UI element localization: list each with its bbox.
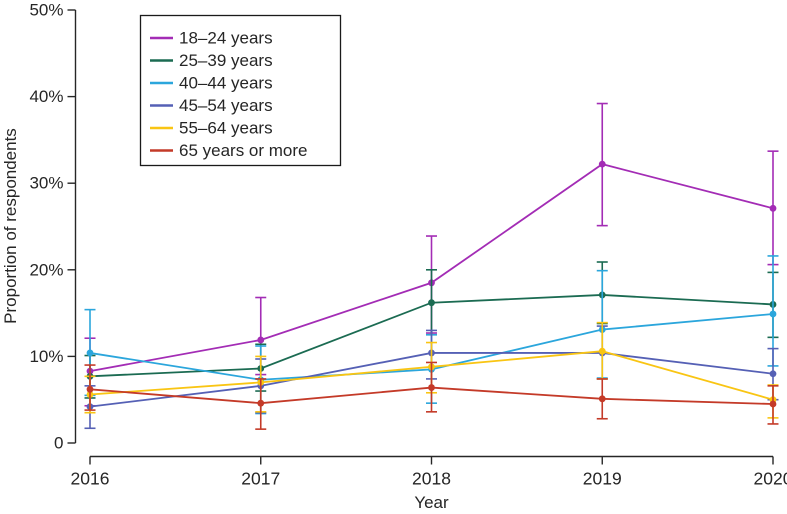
legend-box: [139, 14, 342, 167]
data-point-marker: [598, 395, 606, 403]
legend-label: 55–64 years: [179, 119, 273, 138]
x-tick-label: 2018: [412, 469, 451, 489]
legend-label: 25–39 years: [179, 51, 273, 70]
data-point-marker: [86, 349, 94, 357]
legend-label: 18–24 years: [179, 29, 273, 48]
y-tick-label: 0: [54, 434, 63, 453]
y-tick-label: 50%: [29, 1, 63, 20]
legend-item-18-24-years: 18–24 years: [150, 29, 273, 48]
y-tick-label: 10%: [29, 347, 63, 366]
x-tick-label: 2017: [241, 469, 280, 489]
legend-label: 40–44 years: [179, 74, 273, 93]
data-point-marker: [257, 336, 265, 344]
legend-item-25-39-years: 25–39 years: [150, 51, 273, 70]
legend-label: 45–54 years: [179, 96, 273, 115]
data-point-marker: [598, 347, 606, 355]
x-axis: 2016 2017 2018 2019 2020 Year: [71, 455, 787, 512]
data-point-marker: [769, 310, 777, 318]
legend: 18–24 years 25–39 years 40–44 years 45–54 y…: [139, 14, 342, 167]
data-point-marker: [428, 299, 435, 307]
x-tick-label: 2016: [71, 469, 110, 489]
legend-item-65-years-or-more: 65 years or more: [150, 141, 308, 160]
data-point-marker: [257, 399, 265, 407]
x-axis-title: Year: [414, 493, 449, 512]
data-point-marker: [769, 204, 777, 212]
legend-item-40-44-years: 40–44 years: [150, 74, 273, 93]
legend-item-55-64-years: 55–64 years: [150, 119, 273, 138]
y-tick-label: 30%: [29, 174, 63, 193]
data-point-marker: [598, 160, 606, 168]
data-point-marker: [769, 400, 777, 408]
legend-item-45-54-years: 45–54 years: [150, 96, 273, 115]
legend-label: 65 years or more: [179, 141, 308, 160]
x-tick-label: 2019: [583, 469, 622, 489]
series-65-years-or-more: [84, 361, 779, 430]
data-point-marker: [86, 385, 94, 393]
y-axis: 0 10% 20% 30% 40% 50% Proportion of respondent…: [1, 1, 77, 453]
y-tick-label: 20%: [29, 260, 63, 279]
data-point-marker: [769, 370, 777, 378]
x-tick-label: 2020: [754, 469, 787, 489]
y-tick-label: 40%: [29, 87, 63, 106]
y-axis-title: Proportion of respondents: [1, 128, 20, 324]
data-point-marker: [428, 384, 435, 391]
